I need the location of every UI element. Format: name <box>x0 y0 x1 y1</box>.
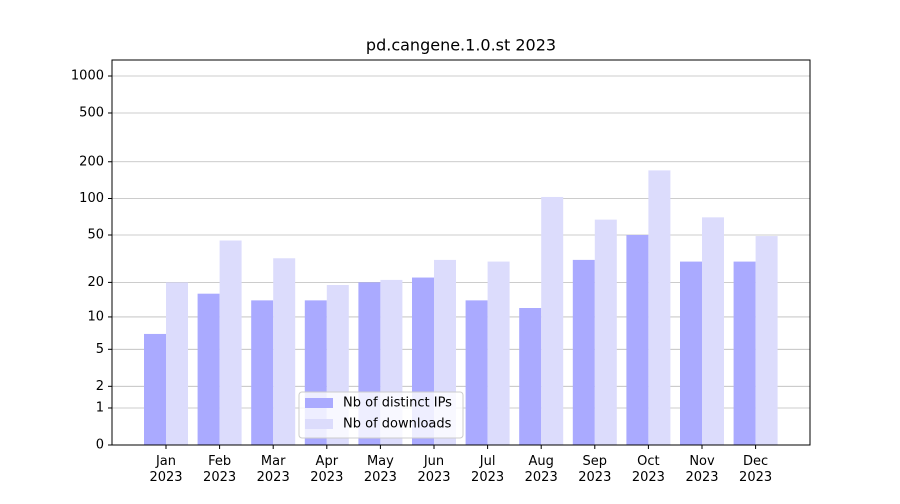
bar <box>144 333 166 445</box>
x-tick-label: Mar 2023 <box>257 454 290 485</box>
legend-label: Nb of downloads <box>343 417 452 432</box>
bar <box>273 258 296 445</box>
legend-box <box>298 391 464 439</box>
bar <box>648 170 671 445</box>
bar <box>572 259 595 445</box>
plot-frame <box>111 59 811 446</box>
bar <box>519 308 542 445</box>
bar <box>702 217 724 445</box>
bar <box>541 196 564 445</box>
bar <box>197 293 220 445</box>
bar <box>626 235 649 445</box>
x-tick-label: Feb 2023 <box>203 454 236 485</box>
y-tick-label: 200 <box>79 154 104 169</box>
bar <box>487 261 510 445</box>
legend-swatch <box>305 419 333 429</box>
bar <box>219 240 242 445</box>
x-tick-label: Nov 2023 <box>685 454 718 485</box>
x-tick-label: Dec 2023 <box>739 454 772 485</box>
bar <box>733 261 756 445</box>
x-tick-label: Jul 2023 <box>471 454 504 485</box>
y-tick-label: 50 <box>87 228 104 243</box>
y-tick-label: 100 <box>79 191 104 206</box>
x-tick-label: Sep 2023 <box>578 454 611 485</box>
y-tick-label: 20 <box>87 275 104 290</box>
legend-swatch <box>305 398 333 408</box>
y-tick-label: 1000 <box>71 69 104 84</box>
bar <box>251 300 274 445</box>
x-tick-label: Apr 2023 <box>310 454 343 485</box>
x-tick-label: Aug 2023 <box>525 454 558 485</box>
chart-title: pd.cangene.1.0.st 2023 <box>366 36 556 55</box>
x-tick-label: Jun 2023 <box>417 454 450 485</box>
y-tick-label: 1 <box>96 400 104 415</box>
y-tick-label: 10 <box>87 309 104 324</box>
y-tick-label: 5 <box>96 342 104 357</box>
y-tick-label: 0 <box>96 438 104 453</box>
x-tick-label: Jan 2023 <box>149 454 182 485</box>
bar <box>465 300 488 445</box>
bar <box>594 219 617 445</box>
legend-label: Nb of distinct IPs <box>343 396 452 411</box>
x-tick-label: Oct 2023 <box>632 454 665 485</box>
y-tick-label: 500 <box>79 105 104 120</box>
bar <box>166 282 188 445</box>
y-tick-label: 2 <box>96 379 104 394</box>
bar <box>755 236 778 445</box>
x-tick-label: May 2023 <box>364 454 397 485</box>
bar <box>680 261 702 445</box>
